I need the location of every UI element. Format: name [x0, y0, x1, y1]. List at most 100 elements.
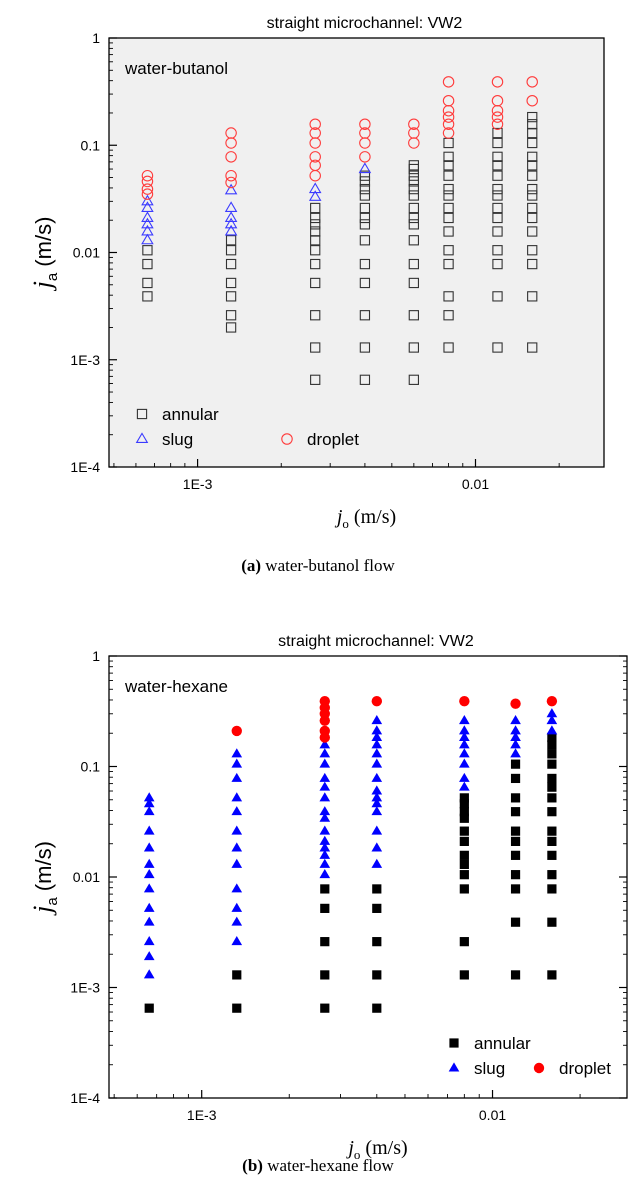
legend-marker-annular [449, 1038, 459, 1048]
droplet-point [309, 151, 321, 163]
slug-point [459, 725, 470, 735]
slug-point [546, 708, 558, 718]
series-annular [142, 111, 538, 385]
annular-point [359, 202, 371, 214]
annular-point [492, 183, 503, 195]
annular-point [359, 219, 371, 230]
slug-point [143, 916, 155, 926]
annular-point [142, 258, 153, 270]
slug-point [510, 715, 521, 725]
slug-point [143, 951, 155, 961]
droplet-point [359, 118, 371, 130]
annular-point [225, 258, 237, 270]
y-tick-label: 1E-4 [70, 459, 100, 475]
slug-point [319, 792, 331, 802]
droplet-point [442, 111, 455, 123]
annular-point [459, 813, 469, 823]
annular-point [510, 793, 521, 803]
slug-point [308, 190, 322, 201]
legend-marker-annular [136, 408, 148, 420]
annular-point [359, 258, 371, 270]
slug-point [231, 806, 243, 816]
annular-point [310, 212, 321, 224]
slug-point [141, 224, 154, 236]
annular-point [547, 850, 557, 860]
annular-point [372, 884, 382, 894]
droplet-point [141, 188, 154, 200]
annular-point [510, 826, 521, 836]
series-droplet [231, 695, 558, 743]
y-axis-unit: (m/s) [31, 217, 56, 273]
slug-point [143, 858, 155, 868]
caption-b: (b) water-hexane flow [0, 1156, 636, 1176]
droplet-point [546, 695, 558, 707]
annular-point [142, 291, 153, 302]
annular-point [359, 190, 371, 201]
legend-label-annular: annular [474, 1034, 531, 1053]
annular-point [492, 226, 503, 237]
annular-point [547, 807, 557, 817]
slug-point [231, 772, 243, 782]
annular-point [527, 190, 538, 201]
annular-point [408, 277, 419, 289]
annular-point [408, 170, 419, 181]
annular-point [547, 749, 557, 759]
series-slug [141, 162, 372, 245]
annular-point [459, 799, 469, 809]
slug-point [224, 183, 238, 195]
droplet-point [442, 76, 455, 88]
y-axis-subscript: a [44, 272, 61, 281]
droplet-point [442, 118, 455, 130]
series-slug [143, 708, 558, 979]
figure-panel-b: straight microchannel: VW2 1E-3 0.01 1E-4 1E… [0, 594, 636, 1188]
x-tick-label: 0.01 [462, 476, 489, 492]
slug-point [371, 858, 383, 868]
annular-point [492, 137, 503, 149]
slug-point [224, 217, 238, 229]
y-axis-subscript: a [44, 897, 61, 906]
annular-point [492, 258, 503, 270]
annular-point [510, 773, 521, 784]
legend-label-annular: annular [162, 405, 219, 424]
annular-point [547, 970, 557, 980]
x-axis-unit: (m/s) [349, 506, 396, 528]
annular-point [372, 1003, 382, 1013]
slug-point [319, 758, 331, 768]
slug-point [371, 785, 383, 795]
legend-marker-droplet [533, 1062, 545, 1074]
slug-point [231, 748, 243, 758]
annular-point [459, 884, 469, 894]
annular-point [527, 258, 538, 270]
slug-point [371, 825, 383, 835]
slug-point [141, 201, 154, 213]
y-tick-label: 0.01 [73, 869, 100, 885]
droplet-point [141, 183, 154, 195]
slug-point [231, 758, 243, 768]
plot-frame [108, 655, 628, 1099]
slug-point [371, 798, 383, 808]
slug-point [371, 739, 383, 749]
annular-point [459, 850, 469, 860]
annular-point [359, 235, 371, 246]
droplet-point [491, 76, 504, 88]
slug-point [459, 748, 470, 758]
slug-point [510, 725, 521, 735]
annular-point [359, 277, 371, 289]
annular-point [510, 970, 521, 980]
slug-point [141, 233, 154, 245]
droplet-point [371, 695, 382, 707]
slug-point [231, 792, 243, 802]
slug-point [319, 772, 331, 782]
slug-point [141, 194, 154, 206]
annular-point [510, 884, 521, 894]
legend: annular slug droplet [448, 1034, 611, 1078]
slug-point [141, 211, 154, 222]
annular-point [547, 759, 557, 769]
slug-point [319, 825, 331, 835]
annular-point [443, 342, 454, 353]
slug-point [319, 748, 331, 758]
chart-b: straight microchannel: VW2 1E-3 0.01 1E-4 1E… [28, 633, 628, 1162]
y-tick-label: 1 [92, 30, 100, 46]
panel-annotation: water-butanol [124, 59, 228, 78]
annular-point [527, 111, 538, 123]
